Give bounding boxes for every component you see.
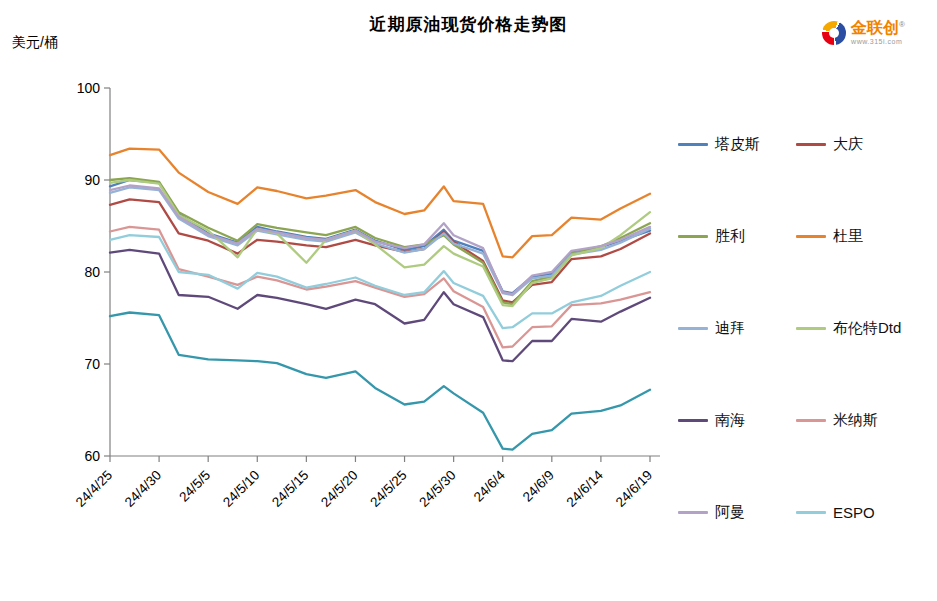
legend-label: 塔皮斯 bbox=[715, 135, 760, 154]
legend-label: 大庆 bbox=[833, 135, 863, 154]
legend-item: 布伦特Dtd bbox=[796, 318, 900, 339]
legend-swatch bbox=[678, 419, 708, 422]
x-axis-label: 24/5/10 bbox=[220, 468, 262, 510]
series-line-杜里 bbox=[110, 149, 650, 258]
legend-item: 米纳斯 bbox=[796, 410, 900, 431]
page-root: 近期原油现货价格走势图 美元/桶 金联创® www.315i.com 10090… bbox=[0, 0, 937, 601]
legend-item: 大庆 bbox=[796, 134, 900, 155]
legend-item: 南海 bbox=[678, 410, 796, 431]
y-axis-label: 80 bbox=[84, 264, 100, 280]
legend-swatch bbox=[796, 327, 826, 330]
x-axis-label: 24/5/15 bbox=[269, 468, 311, 510]
chart-legend: 塔皮斯 大庆胜利 杜里迪拜 布伦特Dtd 南海 米纳斯阿曼 ESPO bbox=[678, 134, 908, 523]
legend-item: 阿曼 bbox=[678, 502, 796, 523]
legend-label: 杜里 bbox=[833, 227, 863, 246]
legend-swatch bbox=[796, 143, 826, 146]
legend-label: 米纳斯 bbox=[833, 411, 878, 430]
legend-item: 迪拜 bbox=[678, 318, 796, 339]
legend-label: ESPO bbox=[833, 504, 875, 521]
legend-item: ESPO bbox=[796, 502, 900, 523]
x-axis-label: 24/6/19 bbox=[613, 468, 655, 510]
x-axis-label: 24/5/5 bbox=[176, 468, 213, 505]
x-axis-label: 24/6/14 bbox=[564, 467, 607, 510]
x-axis-label: 24/5/20 bbox=[318, 468, 360, 510]
legend-item: 塔皮斯 bbox=[678, 134, 796, 155]
x-axis-label: 24/6/9 bbox=[520, 468, 557, 505]
legend-swatch bbox=[796, 419, 826, 422]
x-axis-label: 24/4/30 bbox=[122, 468, 164, 510]
legend-swatch bbox=[678, 143, 708, 146]
legend-label: 胜利 bbox=[715, 227, 745, 246]
series-line-南海 bbox=[110, 250, 650, 361]
x-axis-label: 24/6/4 bbox=[471, 467, 508, 504]
legend-swatch bbox=[678, 327, 708, 330]
legend-label: 阿曼 bbox=[715, 503, 745, 522]
y-axis-label: 100 bbox=[77, 80, 101, 96]
legend-item: 胜利 bbox=[678, 226, 796, 247]
x-axis-label: 24/4/25 bbox=[73, 468, 115, 510]
series-line bbox=[110, 313, 650, 450]
x-axis-label: 24/5/30 bbox=[416, 468, 458, 510]
legend-swatch bbox=[678, 511, 708, 514]
x-axis-label: 24/5/25 bbox=[367, 468, 409, 510]
legend-item: 杜里 bbox=[796, 226, 900, 247]
y-axis-label: 90 bbox=[84, 172, 100, 188]
legend-label: 布伦特Dtd bbox=[833, 319, 901, 338]
legend-label: 迪拜 bbox=[715, 319, 745, 338]
legend-swatch bbox=[796, 235, 826, 238]
legend-swatch bbox=[796, 511, 826, 514]
legend-label: 南海 bbox=[715, 411, 745, 430]
y-axis-label: 70 bbox=[84, 356, 100, 372]
legend-swatch bbox=[678, 235, 708, 238]
y-axis-label: 60 bbox=[84, 448, 100, 464]
